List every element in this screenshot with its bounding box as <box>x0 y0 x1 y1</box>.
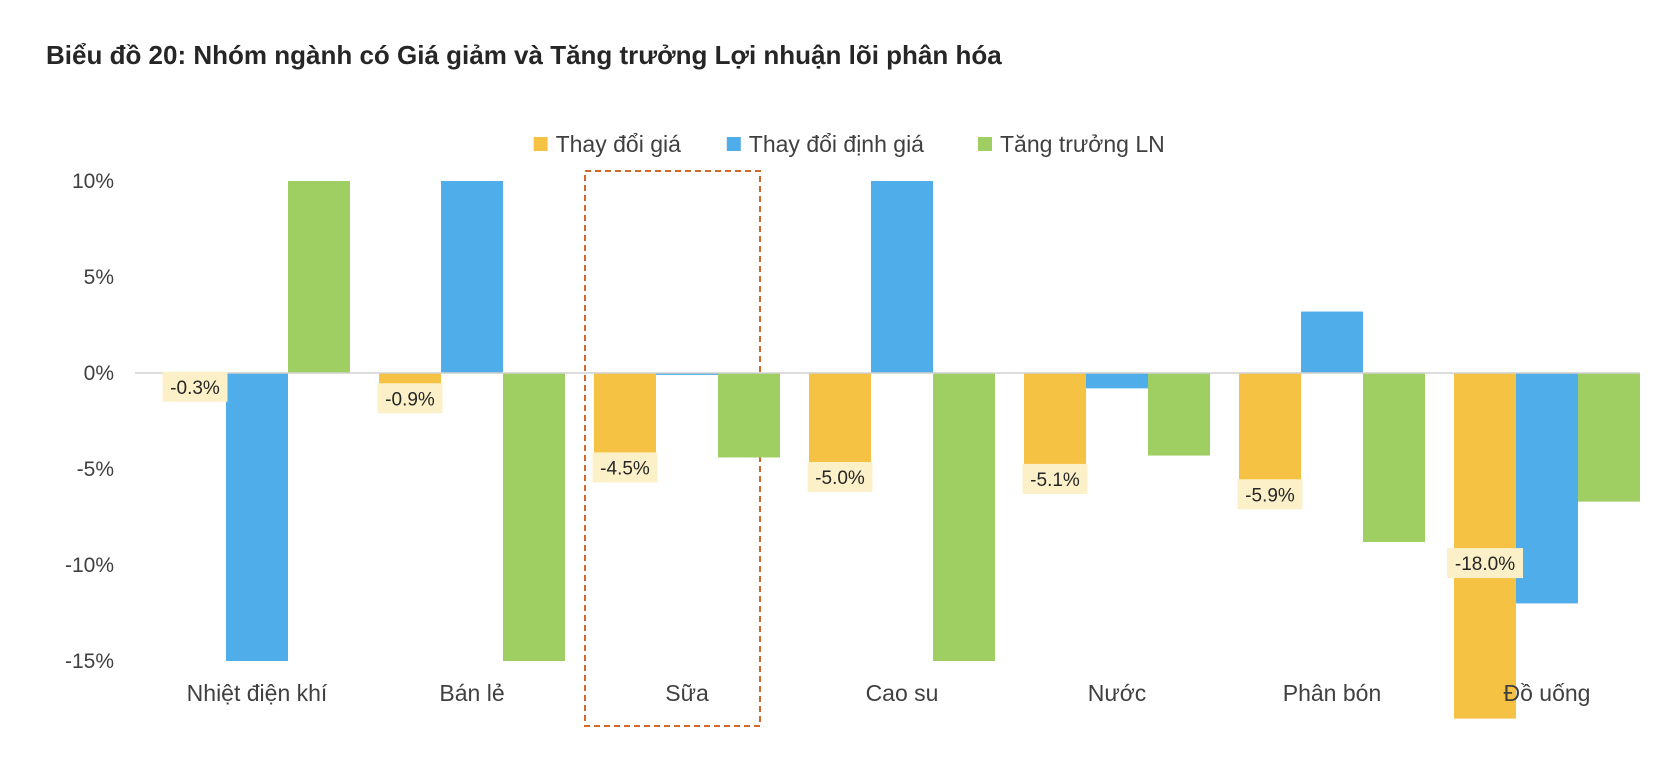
bar-3-cao-su <box>933 373 995 661</box>
bar-3-phân-bón <box>1363 373 1425 542</box>
legend-label: Tăng trưởng LN <box>1000 131 1165 157</box>
bar-1-cao-su <box>809 373 871 469</box>
data-label-text: -5.9% <box>1245 485 1295 506</box>
legend-swatch <box>533 137 548 151</box>
legend-item: Tăng trưởng LN <box>978 131 1165 157</box>
bar-2-đồ-uống <box>1516 373 1578 604</box>
bar-2-nước <box>1086 373 1148 389</box>
data-labels: -0.3% -0.9% -4.5% -5.0% -5.1% -5.9% -18.0% <box>162 371 1523 579</box>
bar-2-phân-bón <box>1301 311 1363 373</box>
bar-2-cao-su <box>871 181 933 373</box>
bar-1-đồ-uống <box>1454 373 1516 719</box>
bar-3-nước <box>1148 373 1210 456</box>
bar-1-phân-bón <box>1239 373 1301 487</box>
data-label-bg <box>1447 548 1523 579</box>
data-label-bg <box>1237 479 1303 510</box>
bar-3-đồ-uống <box>1578 373 1640 502</box>
bars <box>164 181 1640 719</box>
data-label-text: -0.9% <box>385 389 435 410</box>
legend-swatch <box>726 137 741 151</box>
data-label-text: -4.5% <box>600 458 650 479</box>
bar-2-sữa <box>656 373 718 375</box>
data-label-bg <box>807 462 873 492</box>
legend-label: Thay đổi định giá <box>749 131 924 157</box>
y-tick-label: 5% <box>84 266 114 289</box>
legend-item: Thay đổi giá <box>533 131 682 157</box>
y-tick-label: 10% <box>72 170 114 193</box>
data-label-text: -5.0% <box>815 468 865 489</box>
y-tick-label: -15% <box>65 650 114 673</box>
legend: Thay đổi giá Thay đổi định giá Tăng trưởng… <box>533 131 1165 157</box>
y-axis: 10% 5% 0% -5% -10% -15% <box>65 170 114 673</box>
bar-3-sữa <box>718 373 780 458</box>
data-label-bg <box>377 383 443 414</box>
x-axis: Nhiệt điện khí Bán lẻ Sữa Cao su Nước Phân bó… <box>187 680 1591 706</box>
category-label: Phân bón <box>1283 680 1381 706</box>
category-label: Bán lẻ <box>439 680 504 706</box>
data-label: -0.9% <box>377 383 443 414</box>
bar-2-nhiệt-điện-khí <box>226 373 288 661</box>
y-tick-label: -10% <box>65 554 114 577</box>
data-label-text: -5.1% <box>1030 470 1080 491</box>
y-tick-label: -5% <box>77 458 114 481</box>
data-label-text: -0.3% <box>170 378 220 399</box>
category-label: Nước <box>1088 680 1147 706</box>
y-tick-label: 0% <box>84 362 114 385</box>
bar-2-bán-lẻ <box>441 181 503 373</box>
bar-1-nước <box>1024 373 1086 471</box>
data-label: -0.3% <box>162 371 228 402</box>
data-label: -5.0% <box>807 462 873 492</box>
category-label: Sữa <box>665 680 709 706</box>
legend-item: Thay đổi định giá <box>726 131 924 157</box>
data-label-text: -18.0% <box>1455 554 1515 575</box>
data-label-bg <box>162 371 228 402</box>
legend-label: Thay đổi giá <box>556 131 682 157</box>
category-label: Đồ uống <box>1504 680 1591 706</box>
bar-3-nhiệt-điện-khí <box>288 181 350 373</box>
data-label-bg <box>592 452 658 483</box>
data-label-bg <box>1022 463 1088 494</box>
category-label: Cao su <box>866 680 939 706</box>
data-label: -4.5% <box>592 452 658 483</box>
data-label: -5.9% <box>1237 479 1303 510</box>
data-label: -18.0% <box>1447 548 1523 579</box>
bar-1-sữa <box>594 373 656 460</box>
data-label: -5.1% <box>1022 463 1088 494</box>
legend-swatch <box>978 137 992 151</box>
chart-title: Biểu đồ 20: Nhóm ngành có Giá giảm và Tă… <box>46 40 1002 70</box>
category-label: Nhiệt điện khí <box>187 680 328 706</box>
bar-3-bán-lẻ <box>503 373 565 661</box>
